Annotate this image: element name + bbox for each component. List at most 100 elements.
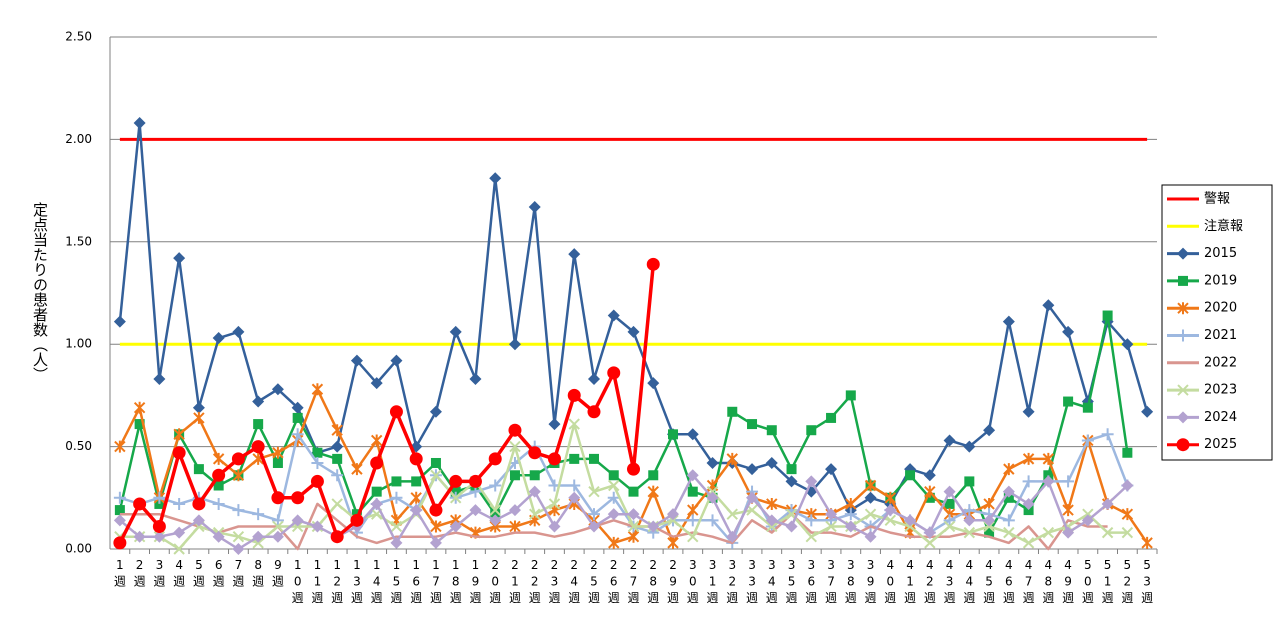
marker — [687, 486, 698, 497]
marker — [627, 530, 640, 543]
marker — [1177, 411, 1189, 424]
marker — [963, 440, 976, 453]
marker — [509, 470, 520, 481]
marker — [806, 425, 817, 436]
marker — [271, 514, 284, 527]
marker — [154, 498, 165, 509]
marker — [686, 428, 699, 441]
marker — [1022, 452, 1035, 465]
marker — [1081, 434, 1094, 447]
marker — [923, 526, 936, 539]
marker — [430, 457, 441, 468]
marker — [1081, 514, 1094, 527]
marker — [1042, 526, 1055, 539]
marker — [904, 514, 917, 527]
marker — [1022, 475, 1035, 488]
series-line — [119, 502, 1108, 551]
y-tick-label: 0.50 — [65, 439, 92, 453]
marker — [905, 470, 916, 481]
marker — [232, 504, 245, 517]
marker — [331, 440, 344, 453]
marker — [529, 508, 541, 520]
marker — [667, 508, 680, 521]
y-tick-label: 2.00 — [65, 132, 92, 146]
marker — [114, 505, 125, 516]
marker — [1063, 396, 1074, 407]
marker — [390, 520, 403, 533]
marker — [251, 440, 265, 454]
marker — [134, 419, 145, 430]
marker — [113, 491, 126, 504]
marker — [924, 492, 935, 503]
marker — [272, 520, 284, 533]
marker — [1177, 247, 1189, 260]
marker — [1121, 526, 1134, 539]
marker — [983, 497, 995, 510]
marker — [1121, 479, 1134, 492]
marker — [608, 470, 619, 481]
marker — [1003, 526, 1015, 539]
marker — [272, 457, 283, 468]
marker — [331, 424, 343, 437]
marker — [1062, 475, 1075, 488]
series — [114, 310, 1133, 538]
series-line — [119, 422, 1128, 551]
marker — [627, 520, 640, 533]
marker — [1177, 329, 1189, 342]
legend-label: 2019 — [1204, 273, 1237, 288]
marker — [706, 514, 719, 527]
series — [113, 117, 1154, 517]
marker — [291, 514, 304, 527]
legend-label: 2023 — [1204, 383, 1237, 398]
marker — [747, 419, 758, 430]
marker — [429, 503, 443, 517]
marker — [686, 514, 699, 527]
marker — [825, 508, 838, 521]
legend-label: 2020 — [1204, 301, 1237, 316]
marker — [844, 520, 857, 533]
marker — [232, 531, 245, 543]
marker — [587, 373, 600, 386]
marker — [1002, 315, 1015, 328]
marker — [746, 491, 759, 504]
marker — [410, 504, 423, 517]
marker — [411, 476, 422, 487]
marker — [1101, 497, 1114, 510]
marker — [805, 475, 818, 488]
marker — [173, 543, 185, 555]
marker — [489, 172, 502, 185]
marker — [508, 504, 521, 517]
marker — [192, 514, 205, 527]
marker — [489, 514, 502, 527]
marker — [884, 504, 897, 517]
marker — [292, 412, 303, 423]
marker — [212, 452, 225, 465]
marker — [450, 486, 461, 497]
marker — [528, 485, 541, 498]
legend-label: 2025 — [1204, 437, 1237, 452]
marker — [311, 520, 324, 533]
marker — [884, 514, 897, 527]
series-line — [118, 264, 656, 544]
marker — [469, 504, 482, 517]
marker — [468, 474, 482, 488]
marker — [1003, 492, 1014, 503]
marker — [568, 418, 580, 430]
marker — [924, 537, 936, 549]
marker — [647, 485, 659, 498]
marker — [607, 491, 620, 504]
